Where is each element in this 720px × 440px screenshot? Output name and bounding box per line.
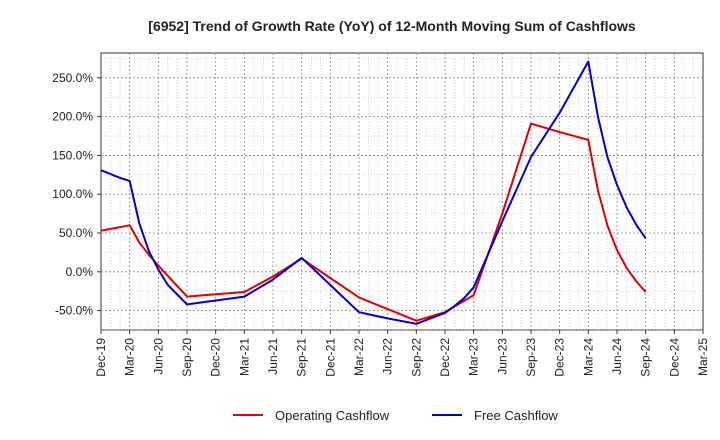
y-tick-label: 150.0% [52,148,93,162]
y-tick-label: 50.0% [59,226,93,240]
x-tick-label: Dec-24 [667,338,681,377]
x-tick-label: Sep-21 [295,338,309,377]
x-tick-label: Mar-22 [352,338,366,376]
plot-area [100,52,704,331]
x-tick-label: Jun-23 [495,338,509,375]
x-tick-label: Dec-22 [438,338,452,377]
x-tick-label: Sep-23 [524,338,538,377]
series-line-operating-cashflow [100,122,647,322]
x-tick-label: Jun-24 [610,338,624,375]
legend-label-free-cashflow: Free Cashflow [474,408,558,423]
chart-title: [6952] Trend of Growth Rate (YoY) of 12-… [148,18,636,34]
y-tick-label: -50.0% [55,304,93,318]
legend: Operating Cashflow Free Cashflow [233,408,558,423]
x-tick-label: Dec-21 [323,338,337,377]
x-tick-label: Sep-22 [409,338,423,377]
x-tick-label: Sep-20 [180,338,194,377]
x-tick-label: Mar-24 [581,338,595,376]
x-tick-label: Mar-25 [696,338,710,376]
x-tick-label: Dec-20 [209,338,223,377]
plot-frame [100,52,704,331]
series-line-free-cashflow [100,60,647,325]
x-tick-label: Mar-21 [237,338,251,376]
x-tick-label: Jun-22 [381,338,395,375]
x-tick-label: Dec-23 [553,338,567,377]
series-lines [100,60,647,325]
x-tick-label: Jun-20 [151,338,165,375]
y-tick-label: 200.0% [52,110,93,124]
y-tick-label: 250.0% [52,71,93,85]
y-tick-label: 0.0% [66,265,94,279]
grid [101,53,703,331]
y-axis: -50.0% 0.0% 50.0% 100.0% 150.0% 200.0% 250.0% [52,71,101,318]
y-tick-label: 100.0% [52,187,93,201]
x-tick-label: Mar-23 [467,338,481,376]
legend-label-operating-cashflow: Operating Cashflow [275,408,390,423]
x-tick-label: Sep-24 [639,338,653,377]
x-axis: Dec-19 Mar-20 Jun-20 Sep-20 Dec-20 Mar-21 Jun-… [94,330,710,377]
x-tick-label: Mar-20 [123,338,137,376]
x-tick-label: Jun-21 [266,338,280,375]
x-tick-label: Dec-19 [94,338,108,377]
